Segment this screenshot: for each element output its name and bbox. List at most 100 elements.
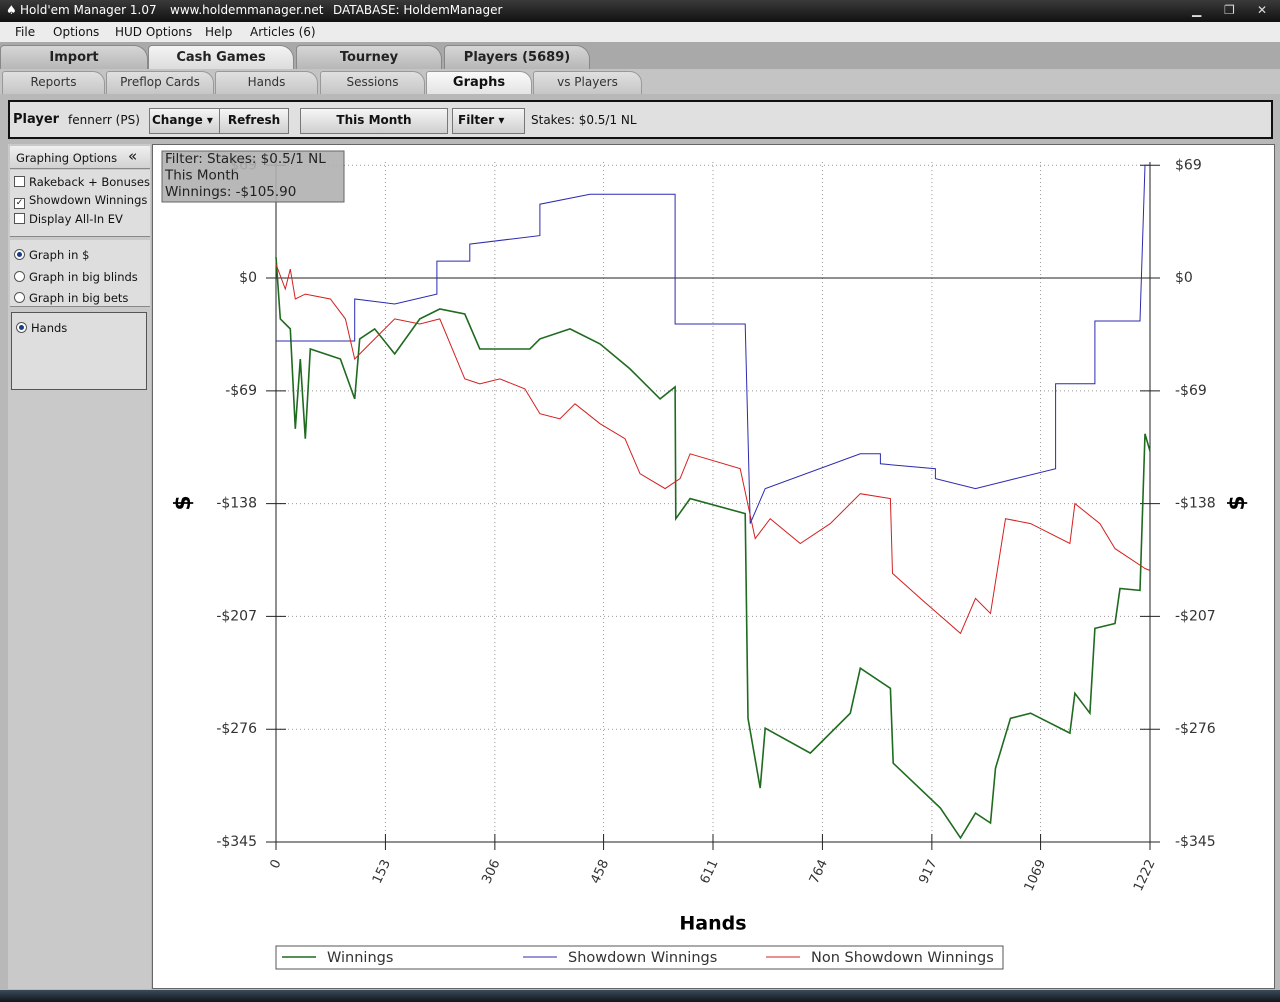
y-tick-label: -$207 [216, 608, 257, 624]
x-tick-label: 611 [698, 857, 722, 886]
restore-button[interactable]: ❐ [1224, 3, 1235, 17]
taskbar [0, 990, 1280, 1002]
series-line [275, 257, 1151, 840]
sidebar-title: Graphing Options [16, 151, 118, 165]
stakes: Stakes: $0.5/1 NL [531, 113, 637, 127]
y-tick-label-right: -$207 [1175, 608, 1216, 624]
y-tick-label-right: -$276 [1175, 721, 1216, 737]
x-tick-label: 306 [479, 857, 503, 886]
checkbox[interactable]: ✓ [14, 198, 25, 209]
x-tick-label: 764 [807, 857, 831, 886]
y-axis-label-right: $ [1225, 495, 1250, 510]
option-label: Showdown Winnings [29, 193, 148, 207]
sidebar-header[interactable]: Graphing Options « [10, 146, 150, 169]
database: DATABASE: HoldemManager [333, 3, 503, 17]
main-tabs: Import Cash Games Tourney Players (5689) [0, 42, 1280, 70]
button-label: Change [152, 113, 203, 127]
radio-option[interactable]: Graph in big blinds [14, 270, 138, 284]
sub-tab[interactable]: vs Players [533, 71, 642, 94]
y-axis-label: $ [171, 495, 196, 510]
menu-item[interactable]: File [15, 25, 36, 39]
player-name: fennerr (PS) [68, 113, 140, 127]
radio-option[interactable]: Hands [16, 321, 67, 335]
app-icon: ♠ [6, 3, 17, 17]
sub-tab[interactable]: Hands [215, 71, 318, 94]
close-button[interactable]: ✕ [1257, 3, 1268, 17]
x-tick-label: 1069 [1022, 857, 1050, 893]
radio-option[interactable]: Graph in big bets [14, 291, 128, 305]
period-button[interactable]: This Month [300, 108, 448, 134]
radio[interactable] [14, 292, 25, 303]
menu-bar: File Options HUD Options Help Articles (… [0, 22, 1280, 42]
tab[interactable]: Tourney [296, 45, 442, 70]
option-group: Graph in $ Graph in big blinds Graph in … [10, 240, 150, 307]
collapse-icon[interactable]: « [128, 147, 138, 165]
checkbox-option[interactable]: Display All-In EV [14, 212, 123, 226]
y-tick-label: -$69 [225, 383, 257, 399]
player-label: Player [13, 112, 60, 127]
tab[interactable]: Cash Games [148, 45, 294, 70]
legend-label: Showdown Winnings [568, 950, 717, 966]
filter-button[interactable]: Filter ▾ [452, 108, 525, 134]
checkbox[interactable] [14, 213, 25, 224]
toolbar: Player fennerr (PS) Change ▾ Refresh Thi… [8, 100, 1273, 139]
x-axis-label: Hands [679, 913, 746, 935]
x-tick-label: 458 [588, 857, 612, 886]
checkbox-option[interactable]: Rakeback + Bonuses [14, 175, 150, 189]
option-label: Graph in $ [29, 248, 90, 262]
option-label: Graph in big blinds [29, 270, 138, 284]
option-group: Hands [11, 312, 147, 390]
radio[interactable] [16, 322, 27, 333]
option-label: Graph in big bets [29, 291, 129, 305]
menu-item[interactable]: Articles (6) [250, 25, 316, 39]
y-tick-label: -$138 [216, 496, 257, 512]
y-tick-label-right: $0 [1175, 270, 1193, 286]
y-tick-label-right: -$69 [1175, 383, 1207, 399]
sub-tabs: Reports Preflop Cards Hands Sessions Gra… [0, 69, 1280, 94]
chart: $ $ Hands 0 153 306 458 611 764 917 1069 1222 $69… [161, 150, 1250, 970]
x-tick-label: 153 [370, 857, 394, 886]
radio[interactable] [14, 249, 25, 260]
legend-box [275, 945, 1004, 970]
checkbox[interactable] [14, 176, 25, 187]
option-group: Rakeback + Bonuses ✓ Showdown Winnings Di… [10, 170, 150, 237]
refresh-button[interactable]: Refresh [219, 108, 289, 134]
sub-tab[interactable]: Sessions [320, 71, 425, 94]
menu-item[interactable]: Help [205, 25, 233, 39]
menu-item[interactable]: Options [53, 25, 100, 39]
x-tick-label: 0 [268, 857, 285, 871]
website: www.holdemmanager.net [170, 3, 324, 17]
legend-label: Non Showdown Winnings [811, 950, 994, 966]
tab[interactable]: Import [0, 45, 148, 70]
app-title: Hold'em Manager 1.07 [20, 3, 157, 17]
sub-tab[interactable]: Preflop Cards [106, 71, 214, 94]
sidebar: Graphing Options « Rakeback + Bonuses ✓ S… [8, 144, 151, 989]
checkbox-option[interactable]: ✓ Showdown Winnings [14, 193, 147, 209]
x-tick-label: 1222 [1131, 857, 1159, 893]
option-label: Rakeback + Bonuses [29, 175, 150, 189]
y-tick-label: -$345 [216, 834, 257, 850]
info-text: Filter: Stakes: $0.5/1 NL [165, 151, 326, 167]
y-tick-label: -$276 [216, 721, 257, 737]
radio-option[interactable]: Graph in $ [14, 248, 89, 262]
option-label: Display All-In EV [29, 212, 123, 226]
y-tick-label-right: -$138 [1175, 496, 1216, 512]
button-label: Filter [458, 113, 495, 127]
option-label: Hands [31, 321, 68, 335]
series-line [276, 164, 1150, 524]
y-tick-label-right: $69 [1175, 157, 1202, 173]
tab[interactable]: Players (5689) [444, 45, 590, 70]
info-box [161, 150, 345, 203]
info-text: This Month [164, 168, 239, 184]
series-line [275, 264, 1151, 635]
change-button[interactable]: Change ▾ [149, 108, 223, 134]
minimize-button[interactable]: ▁ [1192, 3, 1202, 17]
x-tick-label: 917 [916, 857, 940, 886]
menu-item[interactable]: HUD Options [115, 25, 193, 39]
radio[interactable] [14, 271, 25, 282]
y-tick-label-right: -$345 [1175, 834, 1216, 850]
title-bar: ♠ Hold'em Manager 1.07 www.holdemmanager… [0, 0, 1280, 22]
sub-tab[interactable]: Reports [2, 71, 105, 94]
sub-tab[interactable]: Graphs [426, 71, 532, 94]
